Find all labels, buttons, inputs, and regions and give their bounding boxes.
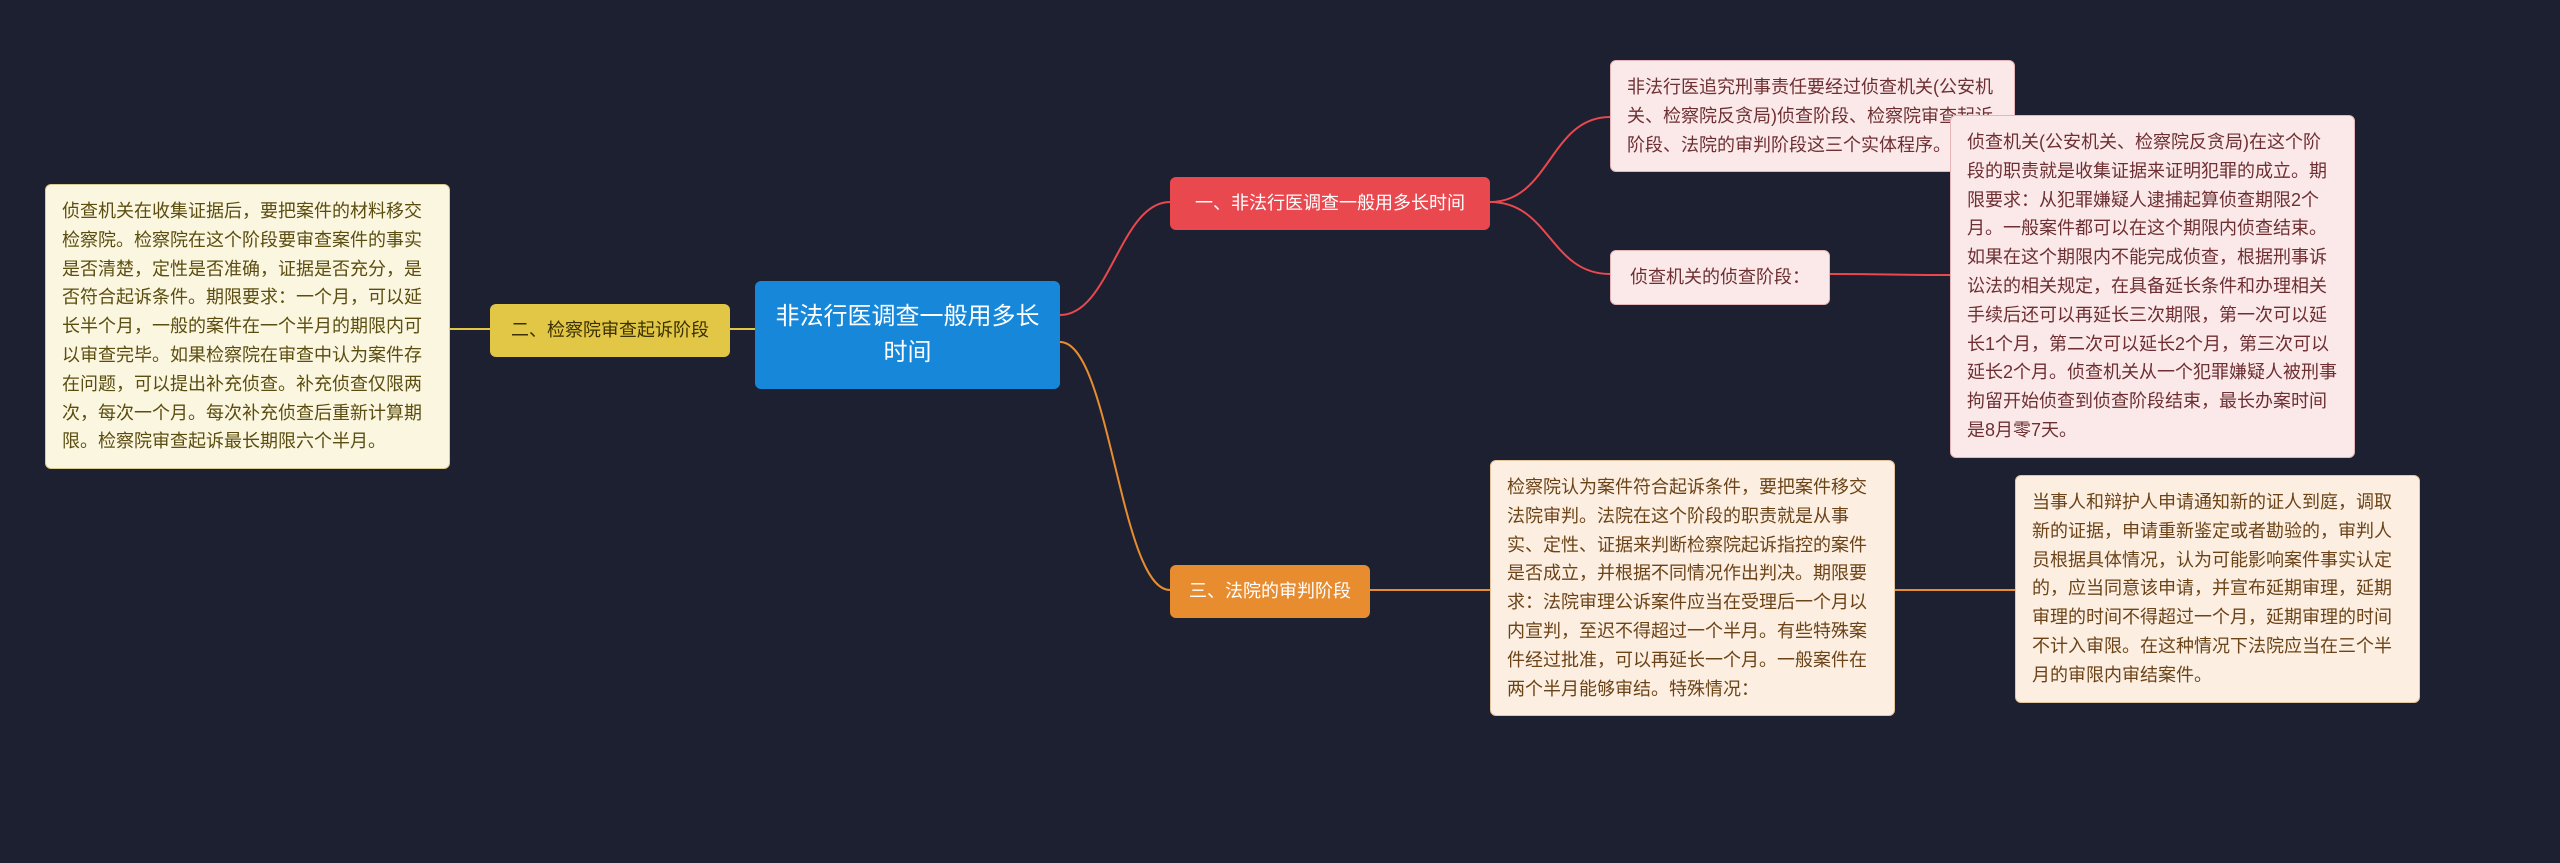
branch-2: 二、检察院审查起诉阶段 — [490, 304, 730, 357]
mindmap-root: 非法行医调查一般用多长时间 — [755, 281, 1060, 389]
branch-1-child-1-text: 非法行医追究刑事责任要经过侦查机关(公安机关、检察院反贪局)侦查阶段、检察院审查… — [1627, 77, 1993, 155]
branch-3-text: 三、法院的审判阶段 — [1189, 581, 1351, 601]
branch-1-text: 一、非法行医调查一般用多长时间 — [1195, 193, 1465, 213]
branch-3: 三、法院的审判阶段 — [1170, 565, 1370, 618]
branch-2-child-text: 侦查机关在收集证据后，要把案件的材料移交检察院。检察院在这个阶段要审查案件的事实… — [62, 201, 422, 451]
branch-3-child-2-text: 当事人和辩护人申请通知新的证人到庭，调取新的证据，申请重新鉴定或者勘验的，审判人… — [2032, 492, 2392, 685]
branch-3-child-1-text: 检察院认为案件符合起诉条件，要把案件移交法院审判。法院在这个阶段的职责就是从事实… — [1507, 477, 1867, 699]
root-text: 非法行医调查一般用多长时间 — [776, 303, 1040, 366]
branch-1-child-2-body-text: 侦查机关(公安机关、检察院反贪局)在这个阶段的职责就是收集证据来证明犯罪的成立。… — [1967, 132, 2337, 440]
branch-2-child: 侦查机关在收集证据后，要把案件的材料移交检察院。检察院在这个阶段要审查案件的事实… — [45, 184, 450, 469]
branch-3-child-2: 当事人和辩护人申请通知新的证人到庭，调取新的证据，申请重新鉴定或者勘验的，审判人… — [2015, 475, 2420, 703]
branch-3-child-1: 检察院认为案件符合起诉条件，要把案件移交法院审判。法院在这个阶段的职责就是从事实… — [1490, 460, 1895, 716]
branch-1-child-2-title: 侦查机关的侦查阶段： — [1610, 250, 1830, 305]
branch-1-child-2-body: 侦查机关(公安机关、检察院反贪局)在这个阶段的职责就是收集证据来证明犯罪的成立。… — [1950, 115, 2355, 458]
branch-2-text: 二、检察院审查起诉阶段 — [511, 320, 709, 340]
branch-1-child-2-title-text: 侦查机关的侦查阶段： — [1630, 267, 1810, 287]
branch-1: 一、非法行医调查一般用多长时间 — [1170, 177, 1490, 230]
